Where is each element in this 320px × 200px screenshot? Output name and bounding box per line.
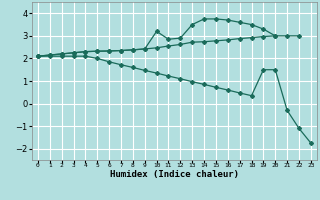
X-axis label: Humidex (Indice chaleur): Humidex (Indice chaleur): [110, 170, 239, 179]
